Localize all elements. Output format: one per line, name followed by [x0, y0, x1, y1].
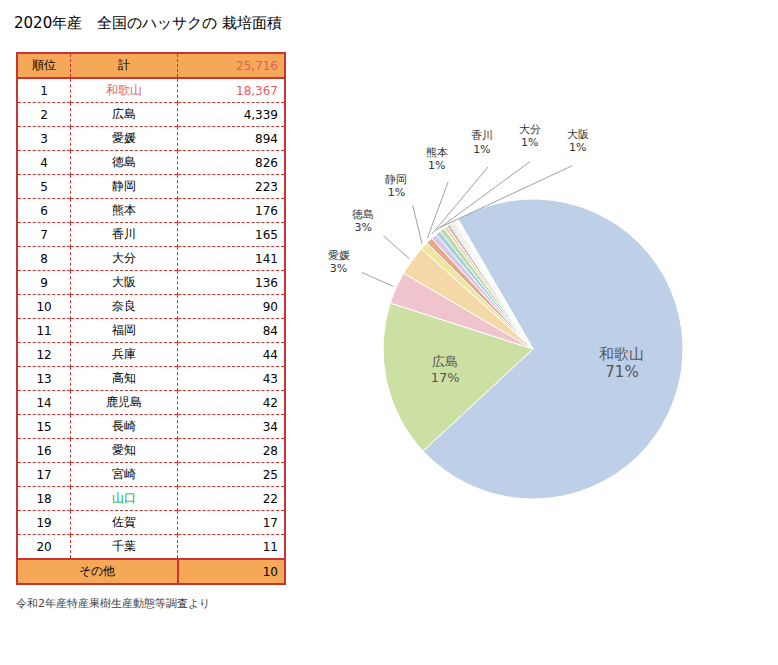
svg-text:愛媛3%: 愛媛3%	[328, 249, 350, 275]
html-text:和歌山: 和歌山	[106, 83, 143, 97]
html-text:愛知: 愛知	[112, 443, 137, 457]
svg-text:大分1%: 大分1%	[519, 123, 541, 149]
html-text:山口: 山口	[112, 491, 137, 505]
html-text:奈良: 奈良	[112, 299, 137, 313]
html-text:5: 5	[40, 179, 48, 194]
html-text:4,339: 4,339	[243, 107, 278, 122]
html-text:34: 34	[262, 419, 278, 434]
html-text:28: 28	[262, 443, 278, 458]
html-text:高知: 高知	[112, 371, 137, 385]
svg-text:徳島3%: 徳島3%	[352, 208, 374, 234]
svg-text:広島17%: 広島17%	[431, 354, 460, 385]
html-text:141: 141	[255, 251, 278, 266]
html-text:20: 20	[36, 539, 52, 554]
html-text:22: 22	[262, 491, 278, 506]
html-text:10: 10	[262, 564, 278, 579]
html-text:826: 826	[255, 155, 278, 170]
html-text:136: 136	[255, 275, 278, 290]
html-text:84: 84	[262, 323, 278, 338]
html-text:165: 165	[255, 227, 278, 242]
html-text:佐賀: 佐賀	[112, 515, 137, 529]
html-text:2: 2	[40, 107, 48, 122]
html-text:11: 11	[36, 323, 52, 338]
html-text:44: 44	[262, 347, 278, 362]
html-text:11: 11	[262, 539, 278, 554]
html-text:14: 14	[36, 395, 52, 410]
svg-text:和歌山71%: 和歌山71%	[599, 345, 644, 381]
html-text:大阪: 大阪	[112, 275, 137, 289]
html-text:16: 16	[36, 443, 52, 458]
html-text:兵庫: 兵庫	[112, 347, 137, 361]
html-text:8: 8	[40, 251, 48, 266]
html-text:18: 18	[36, 491, 52, 506]
svg-text:静岡1%: 静岡1%	[385, 173, 407, 199]
html-text:静岡: 静岡	[112, 179, 137, 193]
svg-text:香川1%: 香川1%	[471, 129, 493, 155]
html-text:894: 894	[255, 131, 278, 146]
html-text:6: 6	[40, 203, 48, 218]
html-text:4: 4	[40, 155, 48, 170]
html-text:1: 1	[40, 83, 48, 98]
html-text:香川: 香川	[112, 227, 137, 241]
html-text:2020年産 全国のハッサクの 栽培面積: 2020年産 全国のハッサクの 栽培面積	[14, 14, 282, 32]
html-text:18,367: 18,367	[236, 83, 278, 98]
html-text:順位: 順位	[32, 58, 56, 72]
html-text:その他: その他	[79, 564, 116, 578]
html-text:7: 7	[40, 227, 48, 242]
html-text:宮崎: 宮崎	[112, 467, 137, 481]
html-text:愛媛: 愛媛	[112, 131, 137, 145]
html-text:3: 3	[40, 131, 48, 146]
html-text:鹿児島: 鹿児島	[106, 395, 143, 409]
html-text:15: 15	[36, 419, 52, 434]
html-text:17: 17	[36, 467, 52, 482]
html-text:長崎: 長崎	[112, 419, 137, 433]
html-text:10: 10	[36, 299, 52, 314]
svg-text:大阪1%: 大阪1%	[567, 128, 589, 154]
html-text:90: 90	[262, 299, 278, 314]
html-text:徳島: 徳島	[112, 155, 137, 169]
html-text:大分: 大分	[112, 251, 137, 265]
html-text:176: 176	[255, 203, 278, 218]
html-text:令和2年産特産果樹生産動態等調査より: 令和2年産特産果樹生産動態等調査より	[16, 597, 210, 610]
html-text:43: 43	[262, 371, 278, 386]
html-text:千葉: 千葉	[112, 539, 137, 553]
html-text:9: 9	[40, 275, 48, 290]
html-text:福岡: 福岡	[112, 323, 137, 337]
html-text:13: 13	[36, 371, 52, 386]
html-text:42: 42	[262, 395, 278, 410]
html-text:熊本: 熊本	[112, 203, 137, 217]
html-text:広島: 広島	[112, 107, 137, 121]
html-text:計: 計	[118, 58, 131, 72]
html-text:25: 25	[262, 467, 278, 482]
html-text:223: 223	[255, 179, 278, 194]
html-text:19: 19	[36, 515, 52, 530]
html-text:25,716: 25,716	[236, 58, 278, 73]
svg-text:熊本1%: 熊本1%	[426, 146, 448, 172]
html-text:17: 17	[262, 515, 278, 530]
html-text:12: 12	[36, 347, 52, 362]
